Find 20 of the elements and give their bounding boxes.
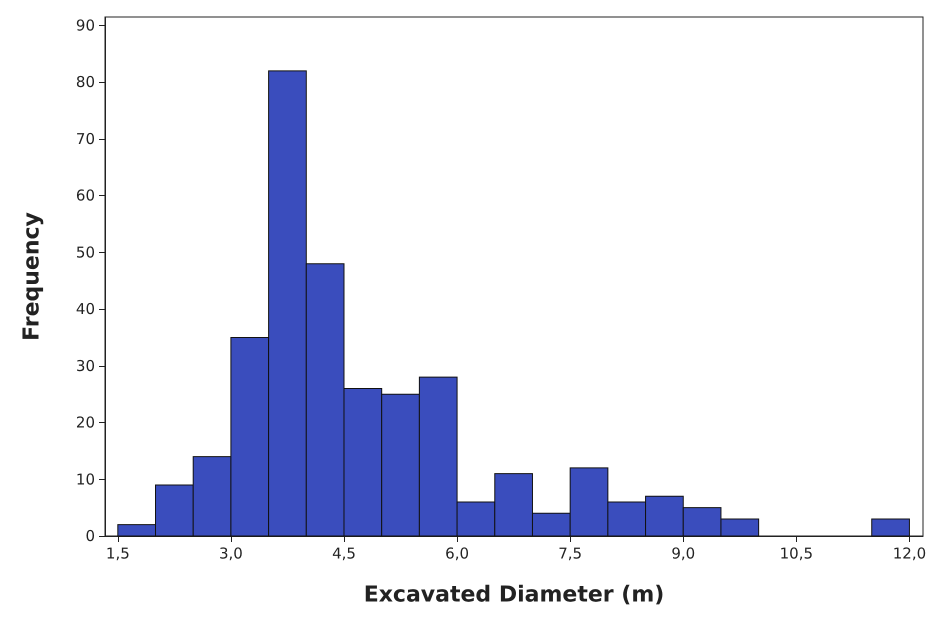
y-tick-label: 20	[76, 414, 95, 432]
y-tick-label: 0	[85, 527, 95, 545]
y-axis-title: Frequency	[20, 212, 44, 341]
y-tick-label: 90	[76, 16, 95, 35]
x-tick-label: 12,0	[892, 544, 926, 562]
y-tick-label: 30	[76, 356, 95, 375]
y-tick-label: 10	[76, 470, 95, 488]
x-tick-label: 7,5	[558, 544, 582, 562]
x-tick-label: 6,0	[445, 544, 470, 562]
x-tick-label: 4,5	[332, 544, 356, 562]
y-tick-label: 80	[76, 73, 95, 92]
x-tick-label: 3,0	[218, 544, 243, 562]
x-tick-label: 1,5	[106, 544, 130, 562]
x-tick-label: 9,0	[671, 544, 696, 562]
x-axis-title: Excavated Diameter (m)	[364, 582, 664, 608]
x-tick-label: 10,5	[780, 544, 814, 562]
y-tick-label: 40	[76, 300, 95, 318]
y-tick-label: 60	[76, 186, 95, 205]
y-tick-label: 50	[76, 243, 95, 262]
y-tick-label: 70	[76, 130, 95, 148]
